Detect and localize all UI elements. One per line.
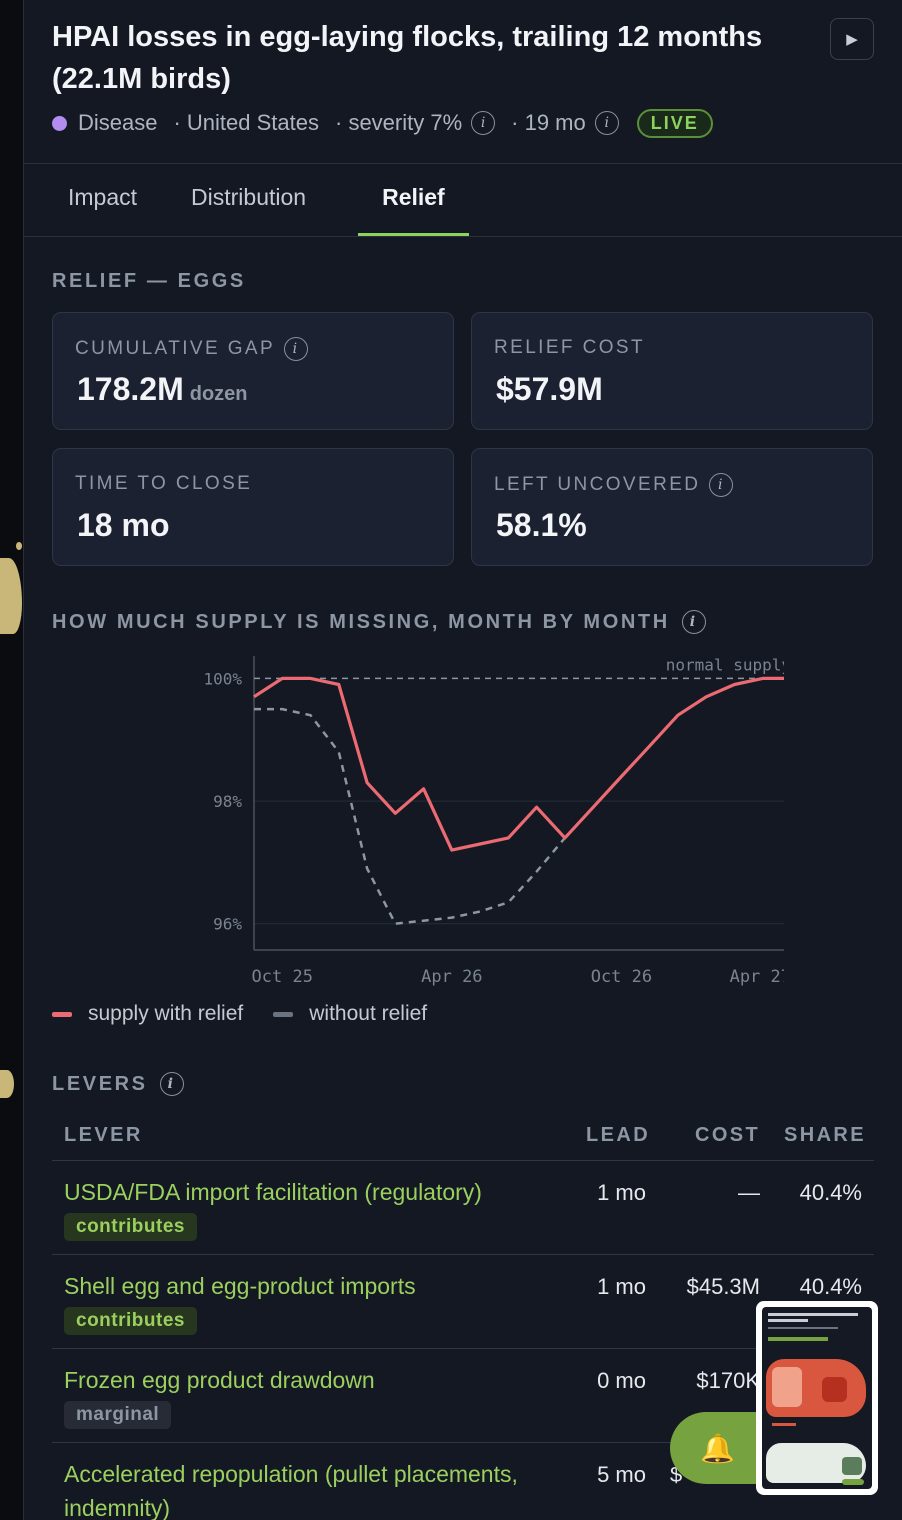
lever-share: 40.4%: [799, 1180, 862, 1205]
page-title: HPAI losses in egg-laying flocks, traili…: [52, 21, 763, 95]
lever-lead: 5 mo: [597, 1462, 646, 1487]
x-tick-label: Apr 27: [730, 967, 784, 987]
card-label: LEFT UNCOVERED: [494, 474, 701, 495]
lever-lead: 1 mo: [597, 1274, 646, 1299]
lever-cost: —: [738, 1180, 760, 1205]
lever-link[interactable]: USDA/FDA import facilitation (regulatory…: [64, 1179, 482, 1205]
legend-swatch-without: [273, 1011, 294, 1017]
relief-section-title: RELIEF — EGGS: [52, 270, 246, 292]
y-tick-label: 96%: [213, 915, 242, 934]
chart-section-title: HOW MUCH SUPPLY IS MISSING, MONTH BY MON…: [52, 610, 670, 633]
x-tick-label: Oct 26: [591, 967, 652, 987]
category-label: Disease: [78, 110, 158, 135]
table-divider: [52, 1160, 874, 1161]
col-header-cost: COST: [695, 1124, 761, 1146]
region-label: · United States: [173, 110, 319, 135]
divider: [24, 163, 902, 164]
lever-link[interactable]: Shell egg and egg-product imports: [64, 1273, 416, 1299]
background-map-strip: [0, 0, 24, 1520]
play-button[interactable]: ▶: [830, 18, 874, 60]
card-value: 178.2M: [77, 371, 184, 407]
chart-info-icon[interactable]: i: [681, 610, 706, 634]
col-header-share: SHARE: [784, 1124, 867, 1146]
y-tick-label: 100%: [203, 669, 242, 688]
x-tick-label: Oct 25: [252, 967, 313, 987]
category-dot: [52, 115, 67, 131]
y-tick-label: 98%: [213, 792, 242, 811]
lever-cost: $170K: [696, 1368, 760, 1393]
card-value: 18 mo: [77, 507, 170, 543]
col-header-lead: LEAD: [586, 1124, 651, 1146]
table-divider: [52, 1348, 874, 1349]
supply-chart: 100% 98% 96% normal supply Oct 25 Apr 26 Oct 2…: [203, 656, 784, 987]
lever-lead: 0 mo: [597, 1368, 646, 1393]
lever-tag: marginal: [64, 1401, 172, 1429]
x-tick-label: Apr 26: [421, 967, 482, 987]
legend-swatch-relief: [52, 1011, 72, 1017]
lever-share: 40.4%: [799, 1274, 862, 1299]
duration-info-icon[interactable]: i: [594, 111, 619, 135]
card-unit: dozen: [189, 383, 248, 405]
severity-label: · severity 7%: [335, 110, 463, 135]
uncovered-info-icon[interactable]: i: [709, 473, 734, 497]
severity-info-icon[interactable]: i: [471, 111, 496, 135]
lever-tag: contributes: [64, 1213, 197, 1241]
card-cumulative-gap: CUMULATIVE GAP i 178.2M dozen: [52, 312, 454, 430]
table-divider: [52, 1254, 874, 1255]
card-left-uncovered: LEFT UNCOVERED i 58.1%: [471, 448, 873, 566]
table-divider: [52, 1442, 874, 1443]
bell-icon: 🔔: [700, 1432, 735, 1464]
live-badge: LIVE: [636, 108, 713, 138]
card-label: TIME TO CLOSE: [75, 473, 253, 494]
detail-panel: HPAI losses in egg-laying flocks, traili…: [24, 0, 902, 1520]
card-label: CUMULATIVE GAP: [75, 338, 276, 359]
chart-legend: supply with relief without relief: [52, 1002, 427, 1026]
card-value: $57.9M: [496, 371, 603, 407]
legend-label-without: without relief: [309, 1002, 428, 1025]
tab-relief[interactable]: Relief: [358, 170, 469, 236]
lever-link[interactable]: Frozen egg product drawdown: [64, 1367, 375, 1393]
lever-tag: contributes: [64, 1307, 197, 1335]
legend-label-relief: supply with relief: [88, 1002, 244, 1025]
preview-image: [762, 1307, 872, 1489]
preview-thumbnail[interactable]: [756, 1301, 878, 1495]
divider: [24, 236, 902, 237]
col-header-lever: LEVER: [64, 1124, 143, 1146]
card-relief-cost: RELIEF COST $57.9M: [471, 312, 873, 430]
card-time-to-close: TIME TO CLOSE 18 mo: [52, 448, 454, 566]
tab-distribution[interactable]: Distribution: [191, 184, 307, 210]
lever-cost: $45.3M: [686, 1274, 760, 1299]
normal-supply-label: normal supply: [666, 656, 784, 674]
map-landmass: [0, 558, 22, 634]
card-label: RELIEF COST: [494, 337, 645, 358]
levers-info-icon[interactable]: i: [159, 1072, 184, 1096]
card-value: 58.1%: [496, 507, 587, 543]
lever-link[interactable]: Accelerated repopulation (pullet placeme…: [64, 1461, 518, 1520]
panel-header: HPAI losses in egg-laying flocks, traili…: [52, 16, 812, 100]
meta-row: Disease · United States · severity 7% i …: [52, 108, 713, 138]
map-landmass: [16, 542, 22, 550]
tab-bar: Impact Distribution Relief: [44, 170, 469, 236]
map-landmass: [0, 1070, 14, 1098]
duration-label: · 19 mo: [511, 110, 586, 135]
play-icon: ▶: [846, 31, 858, 48]
series-line-with-relief: [253, 676, 784, 852]
levers-section-title: LEVERS: [52, 1072, 148, 1095]
gap-info-icon[interactable]: i: [284, 337, 309, 361]
tab-impact[interactable]: Impact: [68, 184, 138, 210]
lever-lead: 1 mo: [597, 1180, 646, 1205]
